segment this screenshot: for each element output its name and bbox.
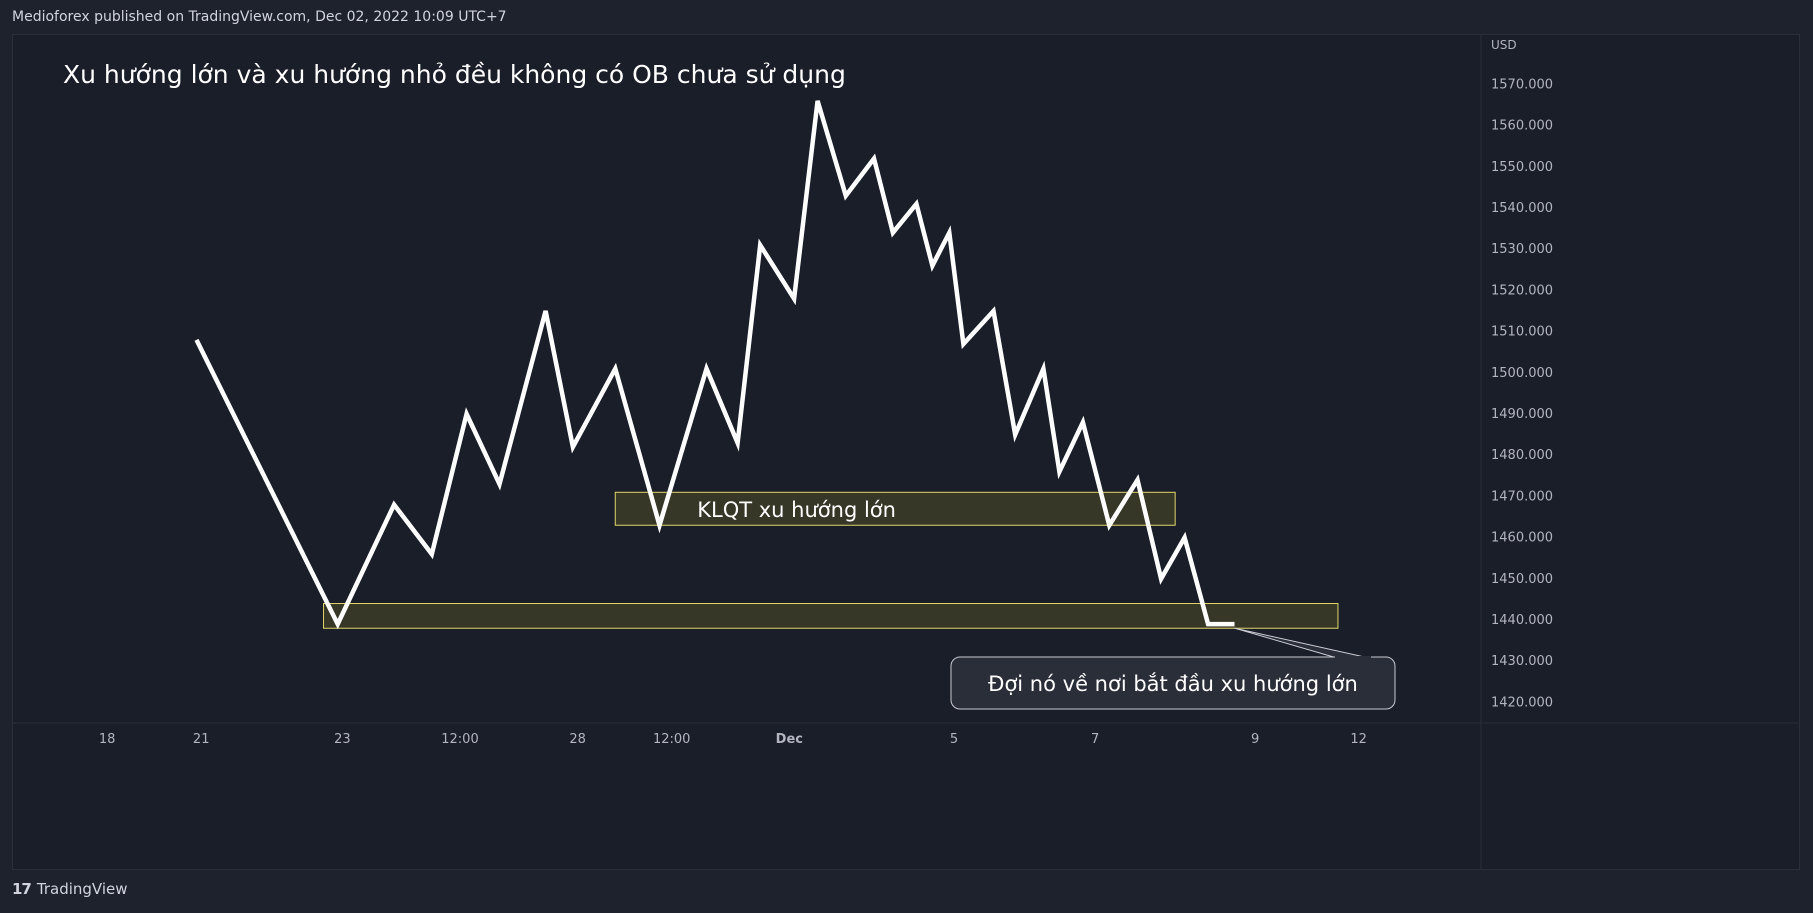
callout-text: Đợi nó về nơi bắt đầu xu hướng lớn (988, 672, 1358, 696)
y-tick-label: 1470.000 (1491, 489, 1553, 504)
footer-brand: TradingView (36, 880, 128, 898)
tradingview-logo-icon: 17 (12, 880, 32, 898)
y-tick-label: 1550.000 (1491, 160, 1553, 175)
y-unit-label: USD (1491, 38, 1517, 52)
chart-title: Xu hướng lớn và xu hướng nhỏ đều không c… (63, 60, 846, 89)
y-tick-label: 1420.000 (1491, 695, 1553, 710)
x-tick-label: 28 (569, 732, 586, 747)
zone-rect[interactable] (614, 491, 1176, 526)
y-tick-label: 1480.000 (1491, 448, 1553, 463)
y-tick-label: 1490.000 (1491, 407, 1553, 422)
x-tick-label: 12:00 (653, 732, 690, 747)
x-tick-label: 5 (950, 732, 958, 747)
publish-info: Medioforex published on TradingView.com,… (12, 9, 507, 25)
y-tick-label: 1500.000 (1491, 366, 1553, 381)
x-tick-label: Dec (776, 732, 803, 747)
callout-pointer (1234, 627, 1370, 659)
callout-box (950, 656, 1396, 710)
footer: 17 TradingView (12, 880, 128, 898)
y-tick-label: 1560.000 (1491, 119, 1553, 134)
y-tick-label: 1450.000 (1491, 572, 1553, 587)
y-tick-label: 1540.000 (1491, 201, 1553, 216)
price-line[interactable] (194, 100, 1235, 630)
zone-rect[interactable] (323, 603, 1339, 629)
x-tick-label: 12 (1350, 732, 1367, 747)
y-tick-label: 1530.000 (1491, 242, 1553, 257)
y-tick-label: 1520.000 (1491, 283, 1553, 298)
x-tick-label: 9 (1251, 732, 1259, 747)
price-chart[interactable]: KLQT xu hướng lớn 1420.000 1430.000 1440.0… (13, 35, 1799, 869)
y-tick-label: 1440.000 (1491, 613, 1553, 628)
x-tick-label: 21 (193, 732, 210, 747)
x-tick-label: 18 (99, 732, 116, 747)
x-tick-label: 7 (1091, 732, 1099, 747)
chart-frame[interactable]: KLQT xu hướng lớn 1420.000 1430.000 1440.0… (12, 34, 1800, 870)
callout: Đợi nó về nơi bắt đầu xu hướng lớn (950, 627, 1396, 710)
y-tick-label: 1430.000 (1491, 654, 1553, 669)
y-tick-label: 1510.000 (1491, 325, 1553, 340)
x-tick-label: 12:00 (441, 732, 478, 747)
zone-label: KLQT xu hướng lớn (697, 498, 896, 522)
callout-joint (1335, 656, 1371, 660)
y-tick-label: 1460.000 (1491, 531, 1553, 546)
y-tick-label: 1570.000 (1491, 77, 1553, 92)
x-tick-label: 23 (334, 732, 351, 747)
